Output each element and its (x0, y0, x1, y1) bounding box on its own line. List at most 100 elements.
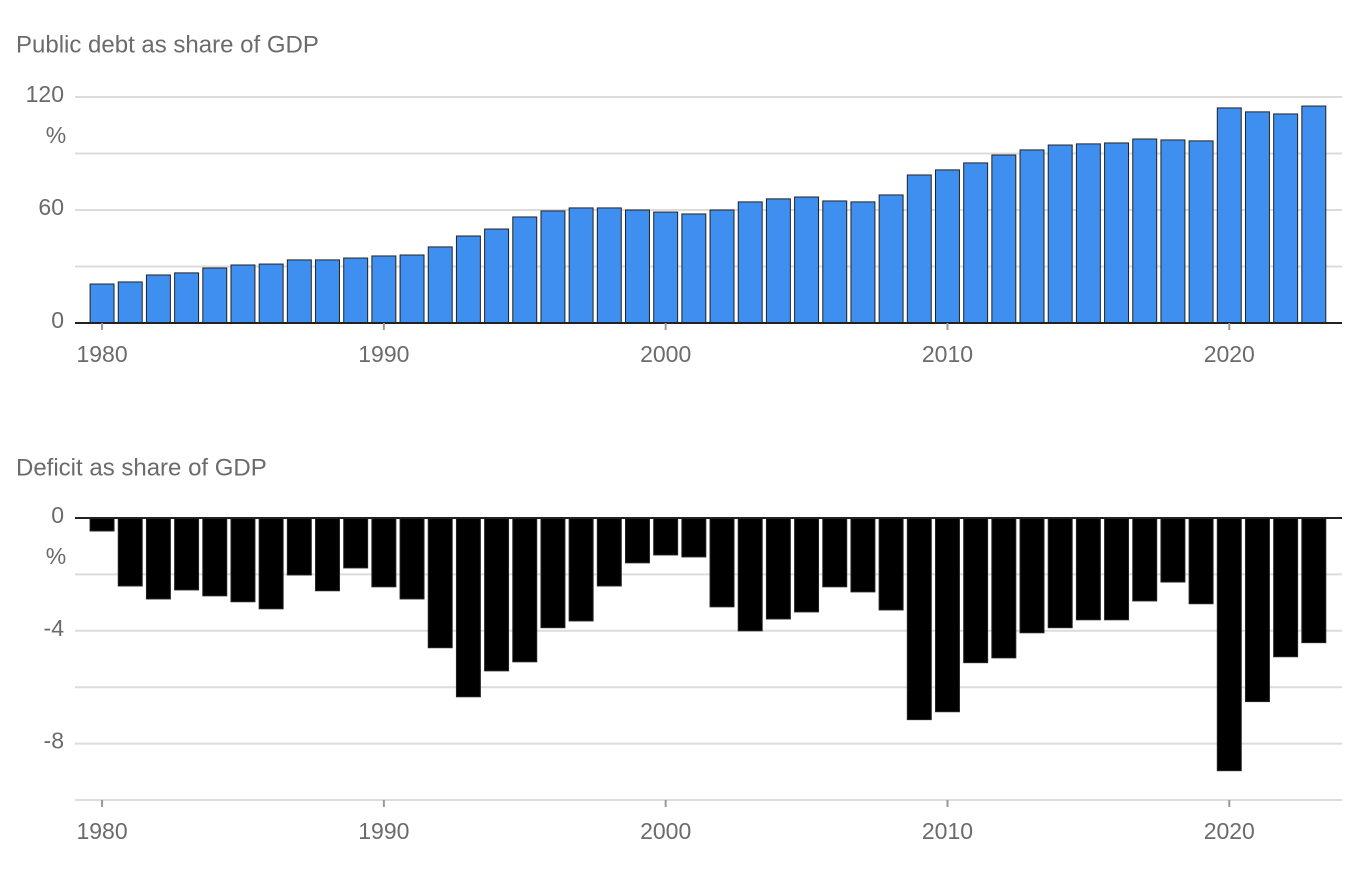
bar (625, 517, 650, 564)
bar (1075, 517, 1101, 621)
bar (1104, 142, 1130, 324)
y-tick-label: -8 (44, 728, 64, 754)
bar (1273, 517, 1299, 658)
bar (427, 246, 453, 324)
bar (258, 263, 284, 324)
bar (455, 235, 481, 324)
bar (371, 255, 397, 324)
bar (934, 169, 960, 324)
bar (963, 162, 989, 324)
bar (484, 228, 510, 324)
x-tick-label: 2000 (640, 341, 691, 367)
x-tick-label: 2020 (1204, 818, 1255, 844)
bar (1132, 138, 1158, 324)
bar (850, 517, 876, 593)
bar (1104, 517, 1130, 621)
x-tick-label: 1980 (76, 818, 127, 844)
bar (1075, 143, 1101, 324)
bar (230, 264, 256, 324)
bar (1047, 517, 1073, 629)
bar (258, 517, 284, 610)
bar (286, 259, 312, 324)
bar (455, 517, 481, 698)
bar (174, 272, 200, 324)
chart-title: Deficit as share of GDP (16, 454, 267, 481)
bar (1188, 517, 1214, 605)
bar (709, 209, 735, 324)
x-tick-label: 1990 (358, 341, 409, 367)
bar (512, 216, 538, 324)
bar (343, 517, 369, 569)
x-tick-label: 2000 (640, 818, 691, 844)
bar (765, 198, 791, 324)
bar (681, 517, 707, 558)
bar (850, 201, 876, 324)
bar (737, 201, 763, 324)
bar (625, 209, 650, 324)
bar (737, 517, 763, 632)
y-tick-label: -4 (44, 615, 65, 641)
bar (653, 517, 679, 556)
bar (512, 517, 538, 663)
bar (89, 283, 115, 324)
bar (145, 517, 171, 600)
bar (202, 517, 228, 597)
bar (963, 517, 989, 664)
y-tick-label: 0 (51, 307, 64, 333)
bar (343, 257, 369, 324)
bar (1216, 107, 1242, 324)
bar (1273, 113, 1299, 324)
bar (286, 517, 312, 576)
y-unit: % (46, 122, 66, 148)
bar (878, 194, 904, 324)
bar (934, 517, 960, 713)
bar (794, 517, 820, 613)
bar (681, 213, 707, 324)
bar (315, 259, 340, 324)
bar (794, 196, 820, 324)
bar (1244, 111, 1270, 324)
bar (399, 254, 425, 324)
bar (822, 517, 848, 588)
bar (906, 174, 932, 324)
y-tick-label: 120 (26, 81, 64, 107)
bar (202, 267, 228, 324)
bar (427, 517, 453, 649)
bar (1301, 517, 1327, 644)
bar (1019, 149, 1045, 324)
x-tick-label: 1990 (358, 818, 409, 844)
bar (117, 281, 143, 324)
bar (568, 207, 594, 324)
bar (399, 517, 425, 600)
x-tick-label: 2010 (922, 818, 973, 844)
bar (230, 517, 256, 603)
bar (1244, 517, 1270, 703)
bar (484, 517, 510, 672)
y-tick-label: 60 (38, 194, 64, 220)
bar (89, 517, 115, 532)
bar (540, 210, 566, 324)
bar (596, 517, 622, 587)
x-tick-label: 1980 (76, 341, 127, 367)
bar (1019, 517, 1045, 634)
bar (117, 517, 143, 587)
bar (991, 154, 1017, 324)
bar (371, 517, 397, 588)
bar (174, 517, 200, 591)
bar (822, 200, 848, 324)
bar (596, 207, 622, 324)
bar (1188, 140, 1214, 324)
bar (1160, 139, 1186, 324)
bar (315, 517, 340, 592)
bar (1047, 144, 1073, 324)
bar (145, 274, 171, 324)
bar (878, 517, 904, 611)
bar (906, 517, 932, 721)
y-unit: % (46, 543, 66, 569)
bar (540, 517, 566, 629)
bar (653, 211, 679, 324)
bar (709, 517, 735, 608)
bar (991, 517, 1017, 659)
bar (1160, 517, 1186, 583)
x-tick-label: 2020 (1204, 341, 1255, 367)
